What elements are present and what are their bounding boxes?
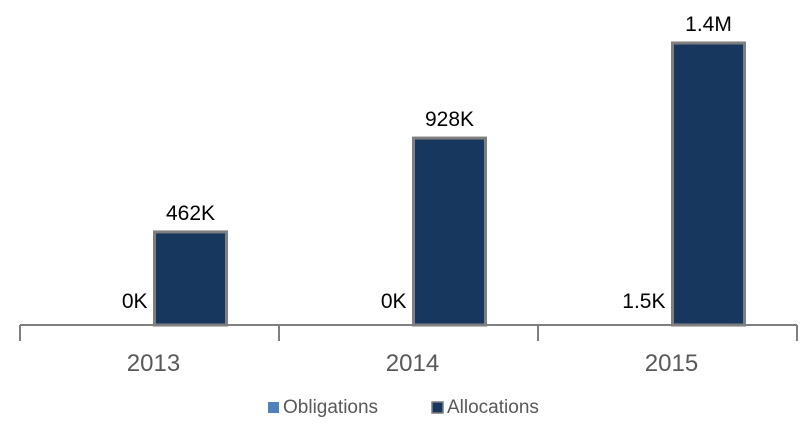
- bars-layer: [155, 43, 745, 325]
- legend-item-allocations: Allocations: [432, 397, 539, 418]
- legend-swatch-allocations: [432, 402, 443, 413]
- bar-allocations-2014: [414, 138, 486, 325]
- data-label-obligations-2014: 0K: [381, 290, 407, 313]
- x-tick-label-2014: 2014: [386, 350, 439, 377]
- bar-allocations-2015: [673, 43, 745, 325]
- x-axis: 2013 2014 2015: [20, 325, 797, 377]
- legend-item-obligations: Obligations: [268, 397, 378, 418]
- data-label-allocations-2015: 1.4M: [685, 13, 732, 36]
- legend: Obligations Allocations: [268, 397, 539, 418]
- data-label-allocations-2013: 462K: [166, 202, 215, 225]
- x-tick-label-2015: 2015: [645, 350, 698, 377]
- legend-label-obligations: Obligations: [283, 397, 378, 418]
- x-tick-label-2013: 2013: [127, 350, 180, 377]
- data-label-obligations-2015: 1.5K: [622, 290, 665, 313]
- legend-label-allocations: Allocations: [447, 397, 539, 418]
- data-label-obligations-2013: 0K: [122, 290, 148, 313]
- legend-swatch-obligations: [268, 402, 279, 413]
- bar-allocations-2013: [155, 232, 227, 325]
- data-label-allocations-2014: 928K: [425, 108, 474, 131]
